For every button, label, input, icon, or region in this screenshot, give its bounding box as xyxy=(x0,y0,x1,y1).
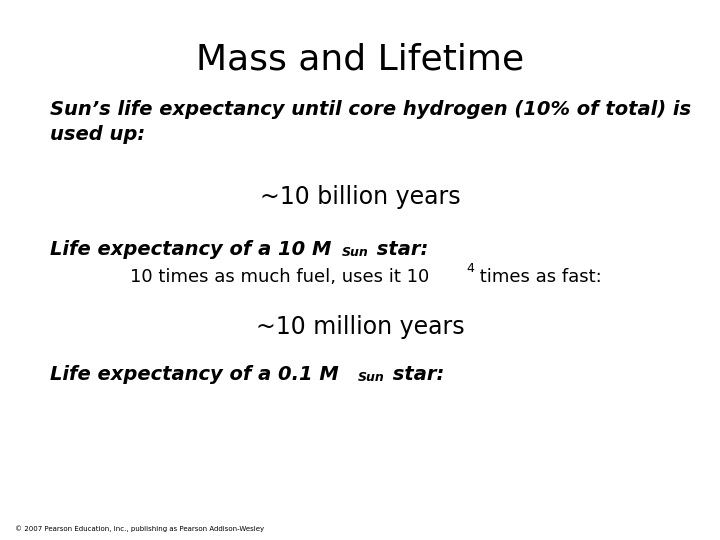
Text: Sun’s life expectancy until core hydrogen (10% of total) is
used up:: Sun’s life expectancy until core hydroge… xyxy=(50,100,691,144)
Text: Life expectancy of a 0.1 M: Life expectancy of a 0.1 M xyxy=(50,365,338,384)
Text: Sun: Sun xyxy=(342,246,369,259)
Text: 10 times as much fuel, uses it 10: 10 times as much fuel, uses it 10 xyxy=(130,268,429,286)
Text: Sun: Sun xyxy=(358,371,384,384)
Text: ~10 billion years: ~10 billion years xyxy=(260,185,460,209)
Text: Life expectancy of a 10 M: Life expectancy of a 10 M xyxy=(50,240,331,259)
Text: times as fast:: times as fast: xyxy=(474,268,602,286)
Text: star:: star: xyxy=(370,240,428,259)
Text: 4: 4 xyxy=(466,262,474,275)
Text: © 2007 Pearson Education, Inc., publishing as Pearson Addison-Wesley: © 2007 Pearson Education, Inc., publishi… xyxy=(15,525,264,532)
Text: Mass and Lifetime: Mass and Lifetime xyxy=(196,42,524,76)
Text: ~10 million years: ~10 million years xyxy=(256,315,464,339)
Text: star:: star: xyxy=(386,365,444,384)
